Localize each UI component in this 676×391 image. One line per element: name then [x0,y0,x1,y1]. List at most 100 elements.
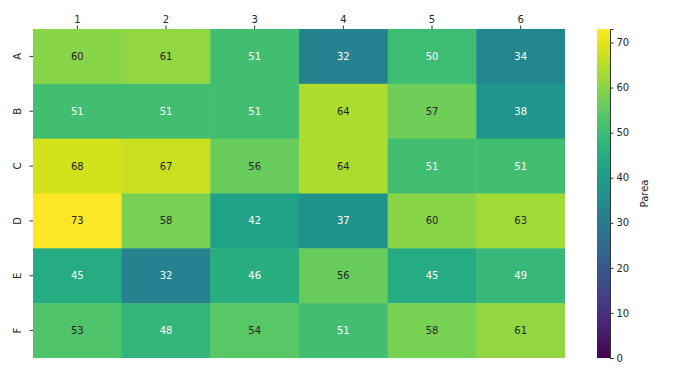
colorbar-tick-mark [610,223,614,224]
x-tick: 4 [340,14,346,30]
y-tick: F [12,327,33,333]
data-label: 54 [248,325,261,336]
colorbar-tick-mark [610,88,614,89]
x-tick-label: 5 [429,14,435,25]
heatmap-cell [122,139,211,194]
heatmap-cell [33,248,122,303]
x-tick-mark [343,26,344,30]
heatmap-cell [388,303,477,358]
colorbar [597,29,610,358]
colorbar-tick: 60 [610,82,629,93]
y-tick-label: C [12,163,23,170]
y-tick: A [12,53,33,60]
colorbar-tick-mark [610,313,614,314]
x-tick-mark [254,26,255,30]
heatmap-cell [388,248,477,303]
heatmap-cell [122,29,211,84]
heatmap-cell [299,303,388,358]
data-label: 51 [426,161,439,172]
data-label: 51 [514,161,527,172]
x-tick-mark [77,26,78,30]
data-label: 58 [426,325,439,336]
colorbar-tick: 40 [610,172,629,183]
x-tick: 3 [251,14,257,30]
data-label: 63 [514,215,527,226]
y-tick-mark [30,275,34,276]
colorbar-tick-mark [610,43,614,44]
data-label: 64 [337,161,350,172]
data-label: 56 [248,161,261,172]
colorbar-tick-mark [610,268,614,269]
heatmap-cell [33,84,122,139]
heatmap-cell [210,194,299,249]
data-label: 49 [514,270,527,281]
y-tick: E [12,273,33,279]
colorbar-tick-mark [610,178,614,179]
heatmap-cell [33,303,122,358]
heatmap-cell [33,29,122,84]
colorbar-tick-label: 0 [617,353,623,364]
x-tick-mark [520,26,521,30]
heatmap-cell [476,84,565,139]
data-label: 51 [71,106,84,117]
heatmap-cell [476,248,565,303]
colorbar-tick-label: 50 [617,127,630,138]
data-label: 45 [71,270,84,281]
data-label: 51 [248,106,261,117]
data-label: 46 [248,270,261,281]
heatmap-cell [122,303,211,358]
y-tick-mark [30,220,34,221]
x-tick: 2 [163,14,169,30]
colorbar-tick: 50 [610,127,629,138]
heatmap-cell [122,194,211,249]
x-tick-label: 2 [163,14,169,25]
colorbar-axis: 010203040506070 [610,30,629,364]
x-tick-mark [166,26,167,30]
y-tick-mark [30,56,34,57]
heatmap-cell [388,139,477,194]
heatmap-cell [299,29,388,84]
data-label: 73 [71,215,84,226]
colorbar-tick: 30 [610,217,629,228]
data-label: 45 [426,270,439,281]
heatmap-cell [476,29,565,84]
data-label: 67 [160,161,173,172]
x-tick: 1 [74,14,80,30]
colorbar-tick-label: 60 [617,82,630,93]
data-label: 51 [337,325,350,336]
x-axis: 1 2 3 4 5 6 [74,14,524,30]
heatmap-cell [388,194,477,249]
heatmap-cell [299,248,388,303]
y-tick: C [12,163,33,170]
data-label: 32 [160,270,173,281]
heatmap-cell [210,84,299,139]
x-tick-label: 1 [74,14,80,25]
colorbar-tick-label: 30 [617,217,630,228]
data-label: 61 [160,51,173,62]
data-label: 51 [160,106,173,117]
data-label: 56 [337,270,350,281]
heatmap-cell [210,29,299,84]
colorbar-tick-label: 40 [617,172,630,183]
x-tick-label: 6 [517,14,523,25]
heatmap-cell [299,139,388,194]
heatmap-cell [210,248,299,303]
x-tick-label: 4 [340,14,346,25]
y-tick-label: B [12,108,23,115]
colorbar-tick-label: 70 [617,37,630,48]
data-labels: 6061513250345151516457386867566451517358… [71,51,527,336]
colorbar-tick: 10 [610,308,629,319]
heatmap-cell [122,84,211,139]
heatmap-cell [122,248,211,303]
colorbar-tick: 70 [610,37,629,48]
data-label: 57 [426,106,439,117]
colorbar-tick-label: 10 [617,308,630,319]
data-label: 64 [337,106,350,117]
data-label: 37 [337,215,350,226]
data-label: 61 [514,325,527,336]
colorbar-tick-mark [610,133,614,134]
colorbar-axis-line [611,30,614,359]
heatmap-cell [476,194,565,249]
data-label: 42 [248,215,261,226]
y-tick-label: D [12,217,23,225]
